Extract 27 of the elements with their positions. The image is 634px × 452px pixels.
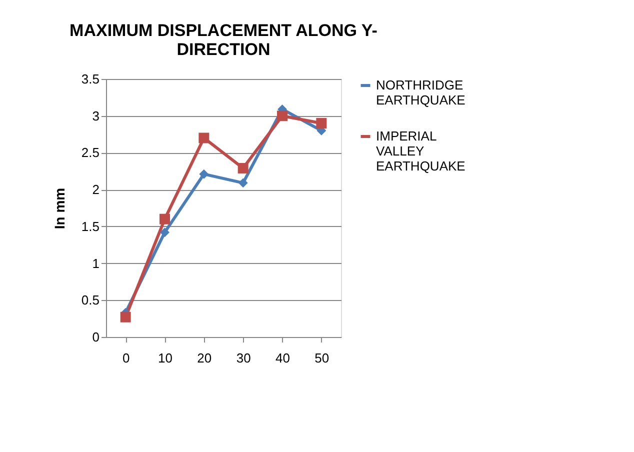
y-tick-label: 3 [92,108,100,124]
y-tick-label: 0 [92,330,100,344]
point [160,228,170,238]
point [316,118,327,128]
y-tick-label: 3.5 [81,72,100,86]
point [277,110,288,122]
y-tick-label: 2 [92,182,100,198]
y-tick-label: 2.5 [81,145,100,160]
point [198,132,210,144]
chart-title: MAXIMUM DISPLACEMENT ALONG Y-DIRECTION [70,21,378,59]
y-tick-label: 1.5 [81,218,100,234]
x-tick-label: 10 [158,350,172,366]
legend-label: NORTHRIDGE EARTHQUAKE [376,78,466,108]
legend-label: IMPERIAL VALLEY EARTHQUAKE [376,128,466,174]
x-tick-label: 20 [197,350,212,366]
point [199,169,209,179]
y-tick-label: 1 [92,256,100,271]
x-tick-label: 50 [314,350,330,366]
point [238,178,248,188]
point [120,312,131,322]
x-tick-label: 30 [236,350,251,366]
point [238,162,248,174]
y-axis-title: In mm [51,188,68,230]
point [160,214,170,224]
x-tick-label: 0 [122,350,130,366]
x-tick-label: 40 [276,350,290,366]
y-tick-label: 0.5 [81,292,100,308]
